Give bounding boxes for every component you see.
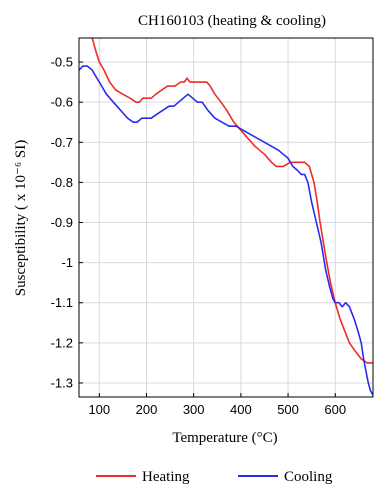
y-tick-label: -0.7 bbox=[51, 135, 73, 150]
legend: Heating Cooling bbox=[96, 469, 333, 485]
grid bbox=[79, 38, 373, 397]
x-tick-label: 100 bbox=[88, 402, 110, 417]
legend-label-cooling: Cooling bbox=[284, 469, 333, 485]
x-tick-label: 400 bbox=[230, 402, 252, 417]
series-lines bbox=[79, 38, 373, 396]
x-axis-label: Temperature (°C) bbox=[172, 430, 277, 446]
y-tick-label: -0.5 bbox=[51, 55, 73, 70]
plot-frame bbox=[78, 37, 374, 398]
y-axis-ticks: -0.5 -0.6 -0.7 -0.8 -0.9 -1 -1.1 -1.2 -1.3 bbox=[51, 55, 83, 390]
y-tick-label: -0.8 bbox=[51, 175, 73, 190]
x-tick-label: 300 bbox=[183, 402, 205, 417]
y-axis-label: Susceptibility ( x 10⁻⁶ SI) bbox=[13, 140, 29, 296]
x-tick-label: 200 bbox=[136, 402, 158, 417]
series-line-cooling bbox=[79, 65, 373, 396]
y-tick-label: -1 bbox=[61, 255, 73, 270]
y-tick-label: -1.2 bbox=[51, 335, 73, 350]
x-tick-label: 500 bbox=[277, 402, 299, 417]
legend-label-heating: Heating bbox=[142, 469, 190, 485]
y-tick-label: -1.3 bbox=[51, 375, 73, 390]
chart-title: CH160103 (heating & cooling) bbox=[138, 13, 326, 29]
series-line-heating bbox=[91, 38, 373, 364]
y-tick-label: -1.1 bbox=[51, 295, 73, 310]
x-tick-label: 600 bbox=[324, 402, 346, 417]
y-tick-label: -0.9 bbox=[51, 215, 73, 230]
y-tick-label: -0.6 bbox=[51, 95, 73, 110]
x-axis-ticks: 100 200 300 400 500 600 bbox=[88, 393, 346, 417]
